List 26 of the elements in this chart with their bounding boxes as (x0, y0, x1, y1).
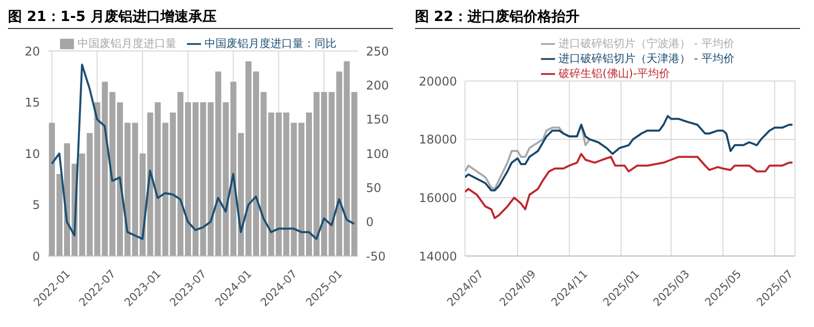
y2-tick-label: 50 (366, 180, 382, 195)
legend-label: 进口破碎铝切片（宁波港） - 平均价 (558, 37, 734, 50)
y2-tick-label: 100 (366, 146, 389, 161)
y2-tick-label: 150 (366, 112, 389, 127)
legend-label: 中国废铝月度进口量：同比 (204, 37, 336, 50)
legend-label: 中国废铝月度进口量 (78, 37, 176, 50)
y-tick-label: 20 (24, 44, 40, 58)
y-tick-label: 18000 (418, 132, 457, 147)
y-tick-label: 0 (32, 249, 40, 264)
legend-label: 进口破碎铝切片（天津港） - 平均价 (558, 52, 734, 65)
y-tick-label: 5 (32, 198, 40, 212)
line-series (465, 152, 794, 220)
y-tick-label: 10 (24, 146, 40, 161)
chart-title: 图 22：进口废铝价格抬升 (415, 8, 800, 29)
y2-tick-label: 200 (366, 78, 389, 92)
y2-tick-label: -50 (366, 249, 386, 264)
chart-title: 图 21：1-5 月废铝进口增速承压 (8, 8, 393, 29)
line-series (465, 115, 794, 192)
legend-label: 破碎生铝(佛山)-平均价 (558, 67, 670, 80)
y-tick-label: 14000 (418, 249, 457, 264)
y2-tick-label: 250 (366, 44, 389, 58)
y-tick-label: 16000 (418, 190, 457, 205)
line-series (50, 64, 356, 240)
y2-tick-label: 0 (366, 215, 374, 230)
y-tick-label: 15 (24, 96, 40, 110)
y-tick-label: 20000 (418, 74, 457, 88)
